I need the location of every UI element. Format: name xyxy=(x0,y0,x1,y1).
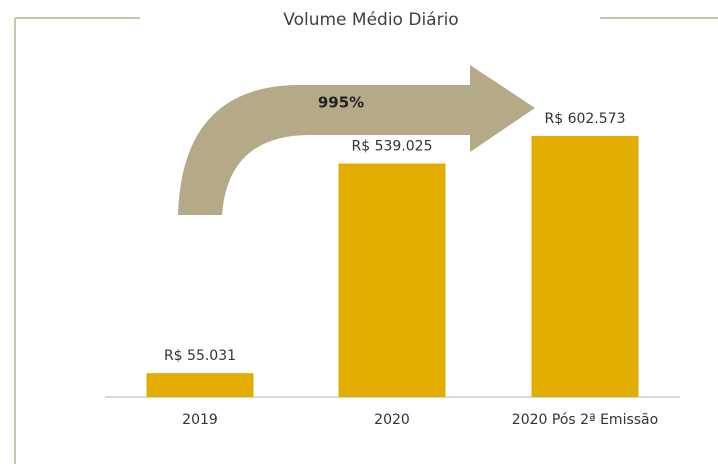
x-tick-label: 2020 Pós 2ª Emissão xyxy=(512,412,658,428)
annotation: 995% xyxy=(318,94,364,112)
growth-arrow xyxy=(178,65,535,215)
bar xyxy=(531,136,639,397)
value-label: R$ 602.573 xyxy=(545,111,626,127)
value-label: R$ 55.031 xyxy=(164,348,236,364)
x-tick-label: 2020 xyxy=(374,412,410,428)
bar xyxy=(146,373,254,397)
bar xyxy=(338,163,446,397)
chart-title: Volume Médio Diário xyxy=(283,10,458,30)
value-label: R$ 539.025 xyxy=(352,139,433,155)
frame xyxy=(14,17,718,464)
x-tick-label: 2019 xyxy=(182,412,218,428)
